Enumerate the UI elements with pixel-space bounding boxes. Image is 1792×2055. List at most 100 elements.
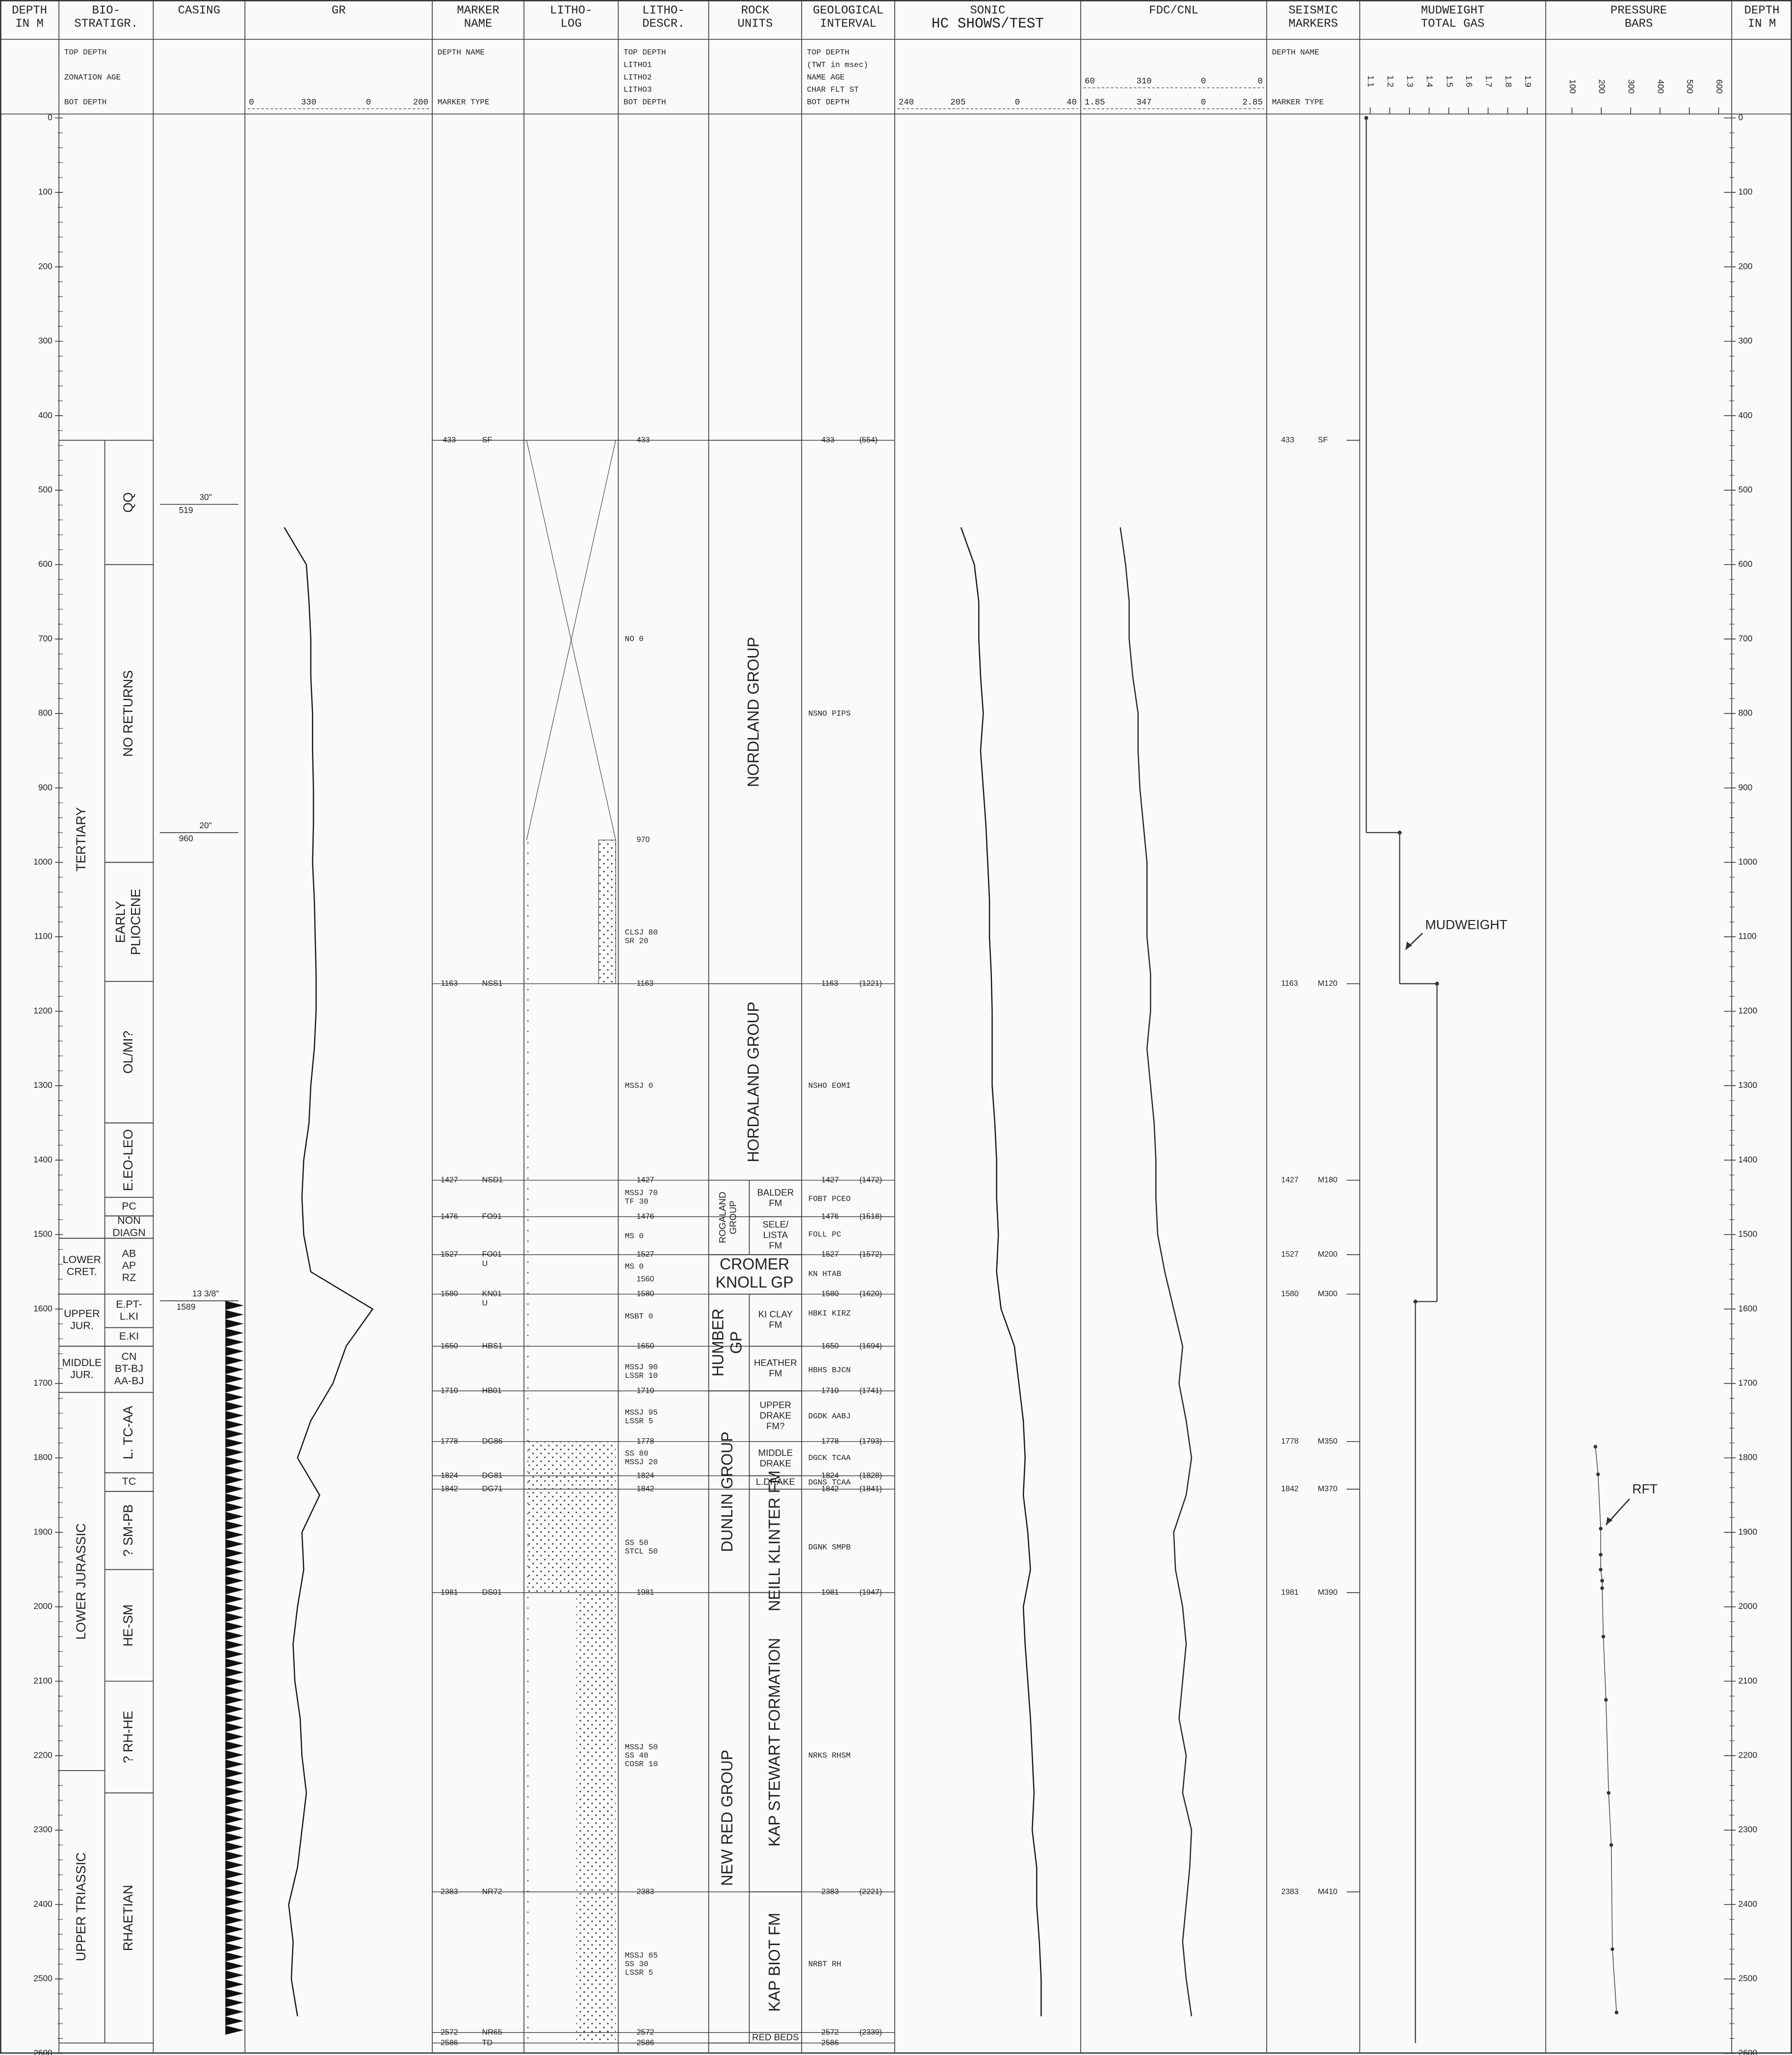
rft-annotation: RFT [1632,1481,1658,1496]
geo-twt: (1694) [859,1342,882,1350]
lithology-sand [576,1592,616,2043]
column-sub: BOT DEPTH [623,98,666,107]
label-group: L.DRAKE [756,1476,795,1487]
column-sub: ZONATION AGE [64,73,121,82]
depth-label: 2600 [1739,2048,1758,2055]
marker-depth: 433 [443,436,456,445]
geo-name: KN HTAB [808,1270,842,1279]
label: NORDLAND GROUP [745,637,762,787]
litho-text: MSSJ 50 [625,1743,658,1752]
label: FM [769,1198,782,1208]
rft-point [1601,1634,1606,1638]
label: L.DRAKE [756,1476,795,1487]
label-group: TERTIARY [74,807,88,871]
label: DUNLIN GROUP [718,1431,736,1552]
depth-label: 2400 [1739,1899,1758,1909]
geo-depth: 2572 [821,2028,839,2037]
label-group: UPPER TRIASSIC [74,1852,88,1961]
rft-point [1604,1698,1608,1702]
mudweight-tick-label: 1.1 [1366,76,1376,87]
column-sub: LITHO3 [623,85,652,94]
column-title: TOTAL GAS [1421,17,1485,30]
geo-name: FOLL PC [808,1230,841,1239]
mudweight-point [1364,116,1369,120]
label-group: ? RH-HE [121,1711,135,1764]
column-title: GEOLOGICAL [813,4,883,18]
label: QQ [121,492,135,513]
label: AB [122,1248,136,1260]
marker-name: DG86 [482,1437,503,1446]
litho-depth: 1527 [637,1250,654,1259]
rft-point [1614,2010,1619,2015]
marker-depth: 1163 [441,979,458,988]
seismic-name: M200 [1318,1250,1337,1259]
litho-depth: 1163 [637,979,654,988]
rft-point [1607,1791,1610,1795]
label: UPPER [64,1308,100,1319]
column-title: DEPTH [12,4,47,18]
depth-label: 2400 [33,1899,52,1909]
column-sub: MARKER TYPE [438,98,490,107]
scale-label: 205 [950,98,965,107]
depth-label: 700 [38,633,52,643]
depth-label: 0 [48,112,52,122]
scale-label: 0 [1258,77,1263,86]
seismic-depth: 2383 [1281,1887,1299,1896]
geo-depth: 1650 [821,1342,839,1350]
rft-point [1596,1472,1600,1476]
litho-text: MSSJ 0 [625,1081,653,1090]
depth-label: 1000 [1739,857,1758,867]
depth-label: 900 [1739,782,1753,792]
label-group: NO RETURNS [121,670,135,757]
scale-label: 347 [1136,98,1151,107]
depth-label: 200 [38,261,52,271]
geo-twt: (1793) [859,1437,882,1446]
depth-label: 1400 [33,1155,52,1164]
marker-depth: 1580 [441,1290,458,1298]
scale-label: 2.85 [1243,98,1263,107]
seismic-name: M300 [1318,1290,1337,1298]
label: TC [122,1475,136,1487]
litho-text: MS 0 [625,1232,644,1240]
litho-text: MSBT 0 [625,1312,653,1321]
mudweight-annotation: MUDWEIGHT [1425,917,1507,932]
label: GROUP [727,1201,738,1235]
litho-depth: 1650 [637,1342,654,1350]
rft-point [1599,1527,1603,1530]
column-title: MUDWEIGHT [1421,4,1485,18]
column-title: CASING [178,4,220,18]
depth-label: 100 [38,187,52,197]
label: PLIOCENE [128,889,143,955]
litho-depth: 1560 [637,1274,654,1283]
geo-twt: (1620) [859,1290,882,1298]
label: JUR. [70,1319,93,1331]
seismic-name: M370 [1318,1484,1337,1493]
label-group: RHAETIAN [121,1885,135,1951]
geo-depth: 1778 [821,1437,839,1446]
label: MIDDLE [62,1357,102,1369]
litho-depth: 1842 [637,1484,654,1493]
litho-depth: 1476 [637,1212,654,1221]
pressure-tick-label: 300 [1626,79,1636,94]
geo-depth: 1427 [821,1175,839,1184]
geo-depth: 433 [821,436,834,445]
geo-name: NRBT RH [808,1960,841,1969]
label: E.KI [119,1330,139,1342]
scale-label: 60 [1085,77,1095,86]
label: HE-SM [121,1604,135,1646]
label: DRAKE [760,1458,791,1468]
marker-name: TD [482,2038,493,2047]
geo-twt: (2221) [859,1887,882,1896]
label: NEILL KLINTER FM [765,1471,783,1611]
seismic-depth: 1427 [1281,1175,1299,1184]
depth-label: 200 [1739,261,1753,271]
rft-point [1600,1579,1604,1583]
depth-label: 1300 [33,1080,52,1090]
marker-type: U [482,1259,488,1268]
